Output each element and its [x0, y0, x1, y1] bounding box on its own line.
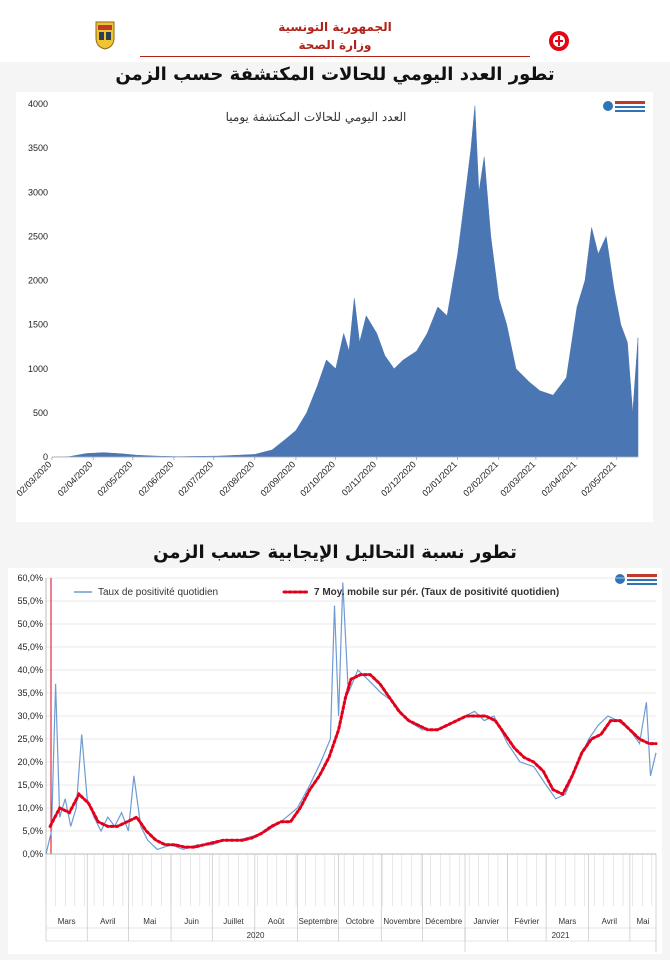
ministry-name: وزارة الصحة — [298, 38, 372, 52]
chart1-inner-title: العدد اليومي للحالات المكتشفة يوميا — [226, 110, 407, 124]
month-label: Août — [268, 917, 285, 926]
month-label: Mars — [58, 917, 76, 926]
y-tick-label: 500 — [33, 408, 48, 418]
x-tick-label: 02/02/2021 — [461, 459, 500, 498]
legend-label-daily: Taux de positivité quotidien — [98, 587, 218, 598]
month-label: Avril — [100, 917, 116, 926]
y-tick-label: 15,0% — [17, 780, 43, 790]
x-tick-label: 02/04/2021 — [540, 459, 579, 498]
daily-cases-area — [51, 105, 639, 458]
month-label: Novembre — [383, 917, 420, 926]
y-tick-label: 1500 — [28, 320, 48, 330]
y-tick-label: 50,0% — [17, 619, 43, 629]
x-tick-label: 02/08/2020 — [217, 459, 256, 498]
y-tick-label: 20,0% — [17, 757, 43, 767]
government-name: الجمهورية التونسية — [278, 20, 392, 34]
x-tick-label: 02/03/2020 — [16, 459, 53, 498]
x-tick-label: 02/05/2021 — [579, 459, 618, 498]
x-tick-label: 02/12/2020 — [379, 459, 418, 498]
month-label: Décembre — [425, 917, 462, 926]
tunisia-coat-of-arms-icon — [95, 21, 115, 50]
x-tick-label: 02/04/2020 — [56, 459, 95, 498]
positivity-line — [45, 582, 657, 855]
y-tick-label: 55,0% — [17, 596, 43, 606]
month-label: Octobre — [346, 917, 375, 926]
ministry-logo-icon — [549, 31, 569, 51]
legend-label-average: 7 Moy. mobile sur pér. (Taux de positivi… — [314, 587, 559, 598]
y-tick-label: 3500 — [28, 143, 48, 153]
y-tick-label: 40,0% — [17, 665, 43, 675]
month-label: Juillet — [223, 917, 244, 926]
x-tick-label: 02/01/2021 — [420, 459, 459, 498]
chart2-heading: تطور نسبة التحاليل الإيجابية حسب الزمن — [153, 542, 517, 563]
moving-average-line — [48, 673, 658, 849]
y-tick-label: 2500 — [28, 231, 48, 241]
positivity-rate-chart: 0,0% 5,0% 10,0% 15,0% 20,0% 25,0% 30,0% 35,0% 40… — [17, 573, 658, 952]
y-tick-label: 10,0% — [17, 803, 43, 813]
y-tick-label: 0 — [43, 452, 48, 462]
y-tick-label: 2000 — [28, 276, 48, 286]
month-label: Mars — [558, 917, 576, 926]
daily-cases-chart: العدد اليومي للحالات المكتشفة يوميا 0 500… — [14, 99, 645, 498]
y-tick-label: 1000 — [28, 364, 48, 374]
y-tick-label: 5,0% — [22, 826, 43, 836]
x-tick-label: 02/11/2020 — [340, 459, 378, 497]
chart1-panel: العدد اليومي للحالات المكتشفة يوميا 0 500… — [14, 92, 653, 522]
month-label: Janvier — [473, 917, 499, 926]
y-tick-label: 30,0% — [17, 711, 43, 721]
y-tick-label: 4000 — [28, 99, 48, 109]
header: الجمهورية التونسية وزارة الصحة — [0, 0, 670, 62]
y-tick-label: 60,0% — [17, 573, 43, 583]
chart1-heading: تطور العدد اليومي للحالات المكتشفة حسب ا… — [115, 64, 555, 85]
month-label: Juin — [184, 917, 199, 926]
x-tick-label: 02/06/2020 — [136, 459, 175, 498]
month-label: Mai — [143, 917, 156, 926]
year-label: 2021 — [552, 931, 570, 940]
observatory-logo-icon — [603, 101, 645, 112]
observatory-logo-icon-2 — [615, 574, 657, 585]
y-tick-label: 25,0% — [17, 734, 43, 744]
x-tick-label: 02/09/2020 — [258, 459, 297, 498]
y-tick-label: 0,0% — [22, 849, 43, 859]
x-tick-label: 02/03/2021 — [498, 459, 537, 498]
x-tick-label: 02/07/2020 — [176, 459, 215, 498]
y-tick-label: 45,0% — [17, 642, 43, 652]
header-divider — [140, 56, 530, 57]
y-tick-label: 35,0% — [17, 688, 43, 698]
month-label: Septembre — [298, 917, 338, 926]
x-tick-label: 02/10/2020 — [298, 459, 337, 498]
x-tick-label: 02/05/2020 — [95, 459, 134, 498]
year-label: 2020 — [247, 931, 265, 940]
month-label: Février — [514, 917, 539, 926]
month-label: Avril — [602, 917, 618, 926]
y-tick-label: 3000 — [28, 187, 48, 197]
chart2-panel: 0,0% 5,0% 10,0% 15,0% 20,0% 25,0% 30,0% 35,0% 40… — [8, 568, 662, 954]
month-label: Mai — [637, 917, 650, 926]
